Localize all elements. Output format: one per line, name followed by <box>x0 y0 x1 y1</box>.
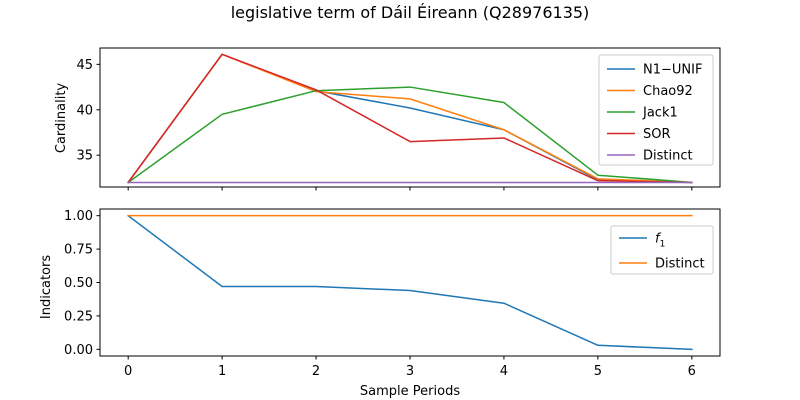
indicators-legend-label: f1 <box>655 232 665 250</box>
figure-title: legislative term of Dáil Éireann (Q28976… <box>231 3 590 22</box>
cardinality-legend: N1−UNIF Chao92 Jack1 SOR Distinct <box>598 54 714 166</box>
indicators-y-axis-label: Indicators <box>39 255 54 319</box>
indicators-y-tick-label: 0.25 <box>64 309 93 324</box>
indicators-x-tick-label: 4 <box>500 364 508 379</box>
indicators-y-tick-label: 0.00 <box>64 343 93 358</box>
indicators-x-axis-label: Sample Periods <box>360 384 460 399</box>
cardinality-y-axis-label: Cardinality <box>54 83 69 154</box>
cardinality-legend-label: Distinct <box>643 149 693 164</box>
cardinality-axis-ticks: 35 40 45 <box>76 58 693 191</box>
cardinality-legend-frame <box>598 54 714 166</box>
cardinality-y-tick-label: 35 <box>76 149 93 164</box>
indicators-panel: 0.00 0.25 0.50 0.75 1.00 0 1 2 3 4 5 6 Indicators S… <box>39 208 721 399</box>
indicators-x-tick-label: 1 <box>218 364 226 379</box>
cardinality-series-sor-line <box>127 53 693 184</box>
cardinality-series-layer <box>127 53 693 184</box>
indicators-y-tick-label: 1.00 <box>64 209 93 224</box>
indicators-y-tick-label: 0.75 <box>64 243 93 258</box>
cardinality-legend-label: N1−UNIF <box>643 63 702 78</box>
cardinality-legend-label: Jack1 <box>642 106 678 121</box>
cardinality-legend-label: Chao92 <box>643 84 693 99</box>
indicators-x-tick-label: 6 <box>688 364 696 379</box>
indicators-x-tick-label: 3 <box>406 364 414 379</box>
cardinality-series-jack1-line <box>127 86 693 184</box>
cardinality-y-tick-label: 40 <box>76 103 93 118</box>
indicators-x-tick-label: 2 <box>312 364 320 379</box>
cardinality-axes-frame <box>99 47 721 188</box>
indicators-series-f1-line <box>127 214 693 351</box>
cardinality-y-tick-label: 45 <box>76 58 93 73</box>
indicators-axes-frame <box>99 208 721 357</box>
cardinality-legend-label: SOR <box>643 127 671 142</box>
indicators-y-tick-label: 0.50 <box>64 276 93 291</box>
indicators-axis-ticks: 0.00 0.25 0.50 0.75 1.00 0 1 2 3 4 5 6 <box>64 209 696 379</box>
indicators-series-layer <box>127 214 693 351</box>
indicators-legend: f1 Distinct <box>610 225 714 275</box>
indicators-x-tick-label: 5 <box>594 364 602 379</box>
cardinality-panel: 35 40 45 Cardinality N1−UNIF Chao92 Jack1 SOR… <box>54 47 721 191</box>
indicators-x-tick-label: 0 <box>124 364 132 379</box>
indicators-legend-label: Distinct <box>655 257 705 272</box>
